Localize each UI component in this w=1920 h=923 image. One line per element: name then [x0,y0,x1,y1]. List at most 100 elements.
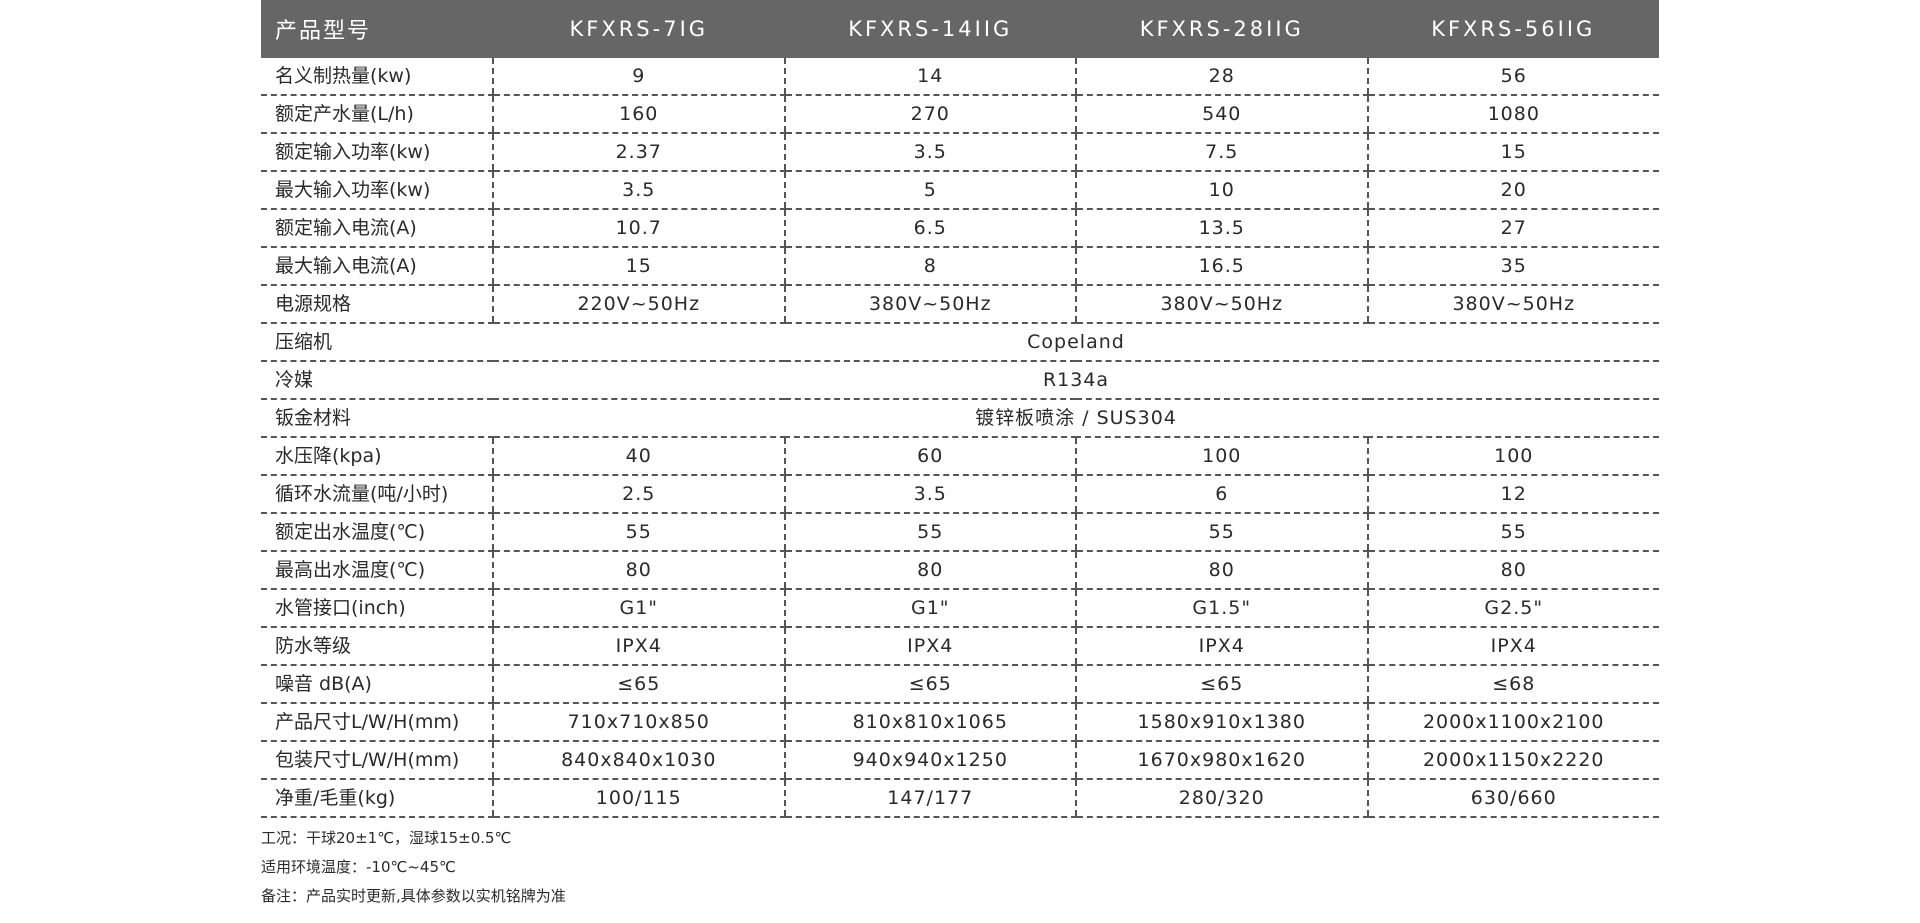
table-row: 产品尺寸L/W/H(mm) 710x710x850 810x810x1065 1580… [261,703,1659,742]
spec-table: 产品型号 KFXRS-7IG KFXRS-14IIG KFXRS-28IIG KFXRS… [261,0,1659,818]
header-model: KFXRS-28IIG [1076,0,1368,58]
table-cell: 6 [1075,475,1368,514]
table-row: 名义制热量(kw) 9 14 28 56 [261,58,1659,96]
spec-sheet: 产品型号 KFXRS-7IG KFXRS-14IIG KFXRS-28IIG KFXRS… [261,0,1659,911]
table-cell: Copeland [493,323,1659,362]
table-cell: 55 [492,513,785,552]
row-label: 水压降(kpa) [261,437,493,476]
table-cell: 710x710x850 [492,703,785,742]
row-label: 电源规格 [261,285,493,324]
table-cell: ≤65 [783,665,1076,704]
table-row: 压缩机 Copeland [261,323,1659,362]
table-cell: 2000x1100x2100 [1366,703,1659,742]
table-cell: 100 [1366,437,1659,476]
table-cell: 3.5 [492,171,785,210]
table-row: 循环水流量(吨/小时) 2.5 3.5 6 12 [261,475,1659,514]
table-cell: 2000x1150x2220 [1366,741,1659,780]
header-label: 产品型号 [261,0,493,58]
header-model: KFXRS-56IIG [1367,0,1659,58]
table-cell: 7.5 [1075,133,1368,172]
table-cell: 27 [1366,209,1659,248]
table-cell: 55 [1075,513,1368,552]
table-cell: 14 [783,58,1076,96]
table-cell: 80 [783,551,1076,590]
table-cell: ≤68 [1366,665,1659,704]
table-cell: 55 [783,513,1076,552]
table-cell: 1580x910x1380 [1075,703,1368,742]
table-row: 最大输入电流(A) 15 8 16.5 35 [261,247,1659,286]
table-row: 水管接口(inch) G1" G1" G1.5" G2.5" [261,589,1659,628]
row-label: 名义制热量(kw) [261,58,493,96]
table-cell: 6.5 [783,209,1076,248]
row-label: 额定输入电流(A) [261,209,493,248]
table-cell: 2.37 [492,133,785,172]
table-cell: 630/660 [1366,779,1659,818]
table-cell: IPX4 [1366,627,1659,666]
table-row: 额定产水量(L/h) 160 270 540 1080 [261,95,1659,134]
table-cell: G1.5" [1075,589,1368,628]
table-row: 最大输入功率(kw) 3.5 5 10 20 [261,171,1659,210]
table-row: 额定出水温度(℃) 55 55 55 55 [261,513,1659,552]
table-cell: 35 [1366,247,1659,286]
table-cell: IPX4 [783,627,1076,666]
table-cell: 380V~50Hz [1075,285,1368,324]
table-cell: 15 [1366,133,1659,172]
row-label: 最高出水温度(℃) [261,551,493,590]
row-label: 额定出水温度(℃) [261,513,493,552]
table-cell: 10.7 [492,209,785,248]
table-row: 冷媒 R134a [261,361,1659,400]
table-row: 额定输入功率(kw) 2.37 3.5 7.5 15 [261,133,1659,172]
table-row: 防水等级 IPX4 IPX4 IPX4 IPX4 [261,627,1659,666]
row-label: 钣金材料 [261,399,493,438]
table-cell: IPX4 [492,627,785,666]
table-cell: 100 [1075,437,1368,476]
row-label: 额定输入功率(kw) [261,133,493,172]
row-label: 净重/毛重(kg) [261,779,493,818]
table-cell: IPX4 [1075,627,1368,666]
table-cell: 16.5 [1075,247,1368,286]
row-label: 包装尺寸L/W/H(mm) [261,741,493,780]
table-cell: ≤65 [492,665,785,704]
footnote: 适用环境温度：-10℃~45℃ [261,858,456,876]
table-cell: 220V~50Hz [492,285,785,324]
table-header-row: 产品型号 KFXRS-7IG KFXRS-14IIG KFXRS-28IIG KFXRS… [261,0,1659,58]
table-cell: 2.5 [492,475,785,514]
table-cell: 380V~50Hz [1366,285,1659,324]
table-cell: 20 [1366,171,1659,210]
row-label: 冷媒 [261,361,493,400]
table-cell: 13.5 [1075,209,1368,248]
table-cell: 1670x980x1620 [1075,741,1368,780]
table-cell: 80 [1366,551,1659,590]
table-cell: 56 [1366,58,1659,96]
table-cell: R134a [493,361,1659,400]
table-cell: 80 [1075,551,1368,590]
table-cell: 9 [492,58,785,96]
row-label: 额定产水量(L/h) [261,95,493,134]
table-cell: 60 [783,437,1076,476]
header-model: KFXRS-14IIG [784,0,1076,58]
table-cell: G2.5" [1366,589,1659,628]
row-label: 水管接口(inch) [261,589,493,628]
table-cell: 55 [1366,513,1659,552]
row-label: 产品尺寸L/W/H(mm) [261,703,493,742]
row-label: 防水等级 [261,627,493,666]
table-row: 钣金材料 镀锌板喷涂 / SUS304 [261,399,1659,438]
table-row: 电源规格 220V~50Hz 380V~50Hz 380V~50Hz 380V~50Hz [261,285,1659,324]
table-cell: 380V~50Hz [783,285,1076,324]
table-cell: 80 [492,551,785,590]
row-label: 最大输入电流(A) [261,247,493,286]
table-cell: 15 [492,247,785,286]
table-cell: 3.5 [783,475,1076,514]
table-row: 噪音 dB(A) ≤65 ≤65 ≤65 ≤68 [261,665,1659,704]
header-model: KFXRS-7IG [493,0,785,58]
table-row: 水压降(kpa) 40 60 100 100 [261,437,1659,476]
table-cell: 100/115 [492,779,785,818]
footnote: 备注：产品实时更新,具体参数以实机铭牌为准 [261,887,566,905]
table-cell: 40 [492,437,785,476]
footnotes: 工况：干球20±1℃，湿球15±0.5℃ 适用环境温度：-10℃~45℃ 备注：产品… [261,824,1659,911]
table-cell: 镀锌板喷涂 / SUS304 [493,399,1659,438]
table-cell: 1080 [1366,95,1659,134]
table-cell: 840x840x1030 [492,741,785,780]
table-cell: G1" [783,589,1076,628]
table-row: 最高出水温度(℃) 80 80 80 80 [261,551,1659,590]
